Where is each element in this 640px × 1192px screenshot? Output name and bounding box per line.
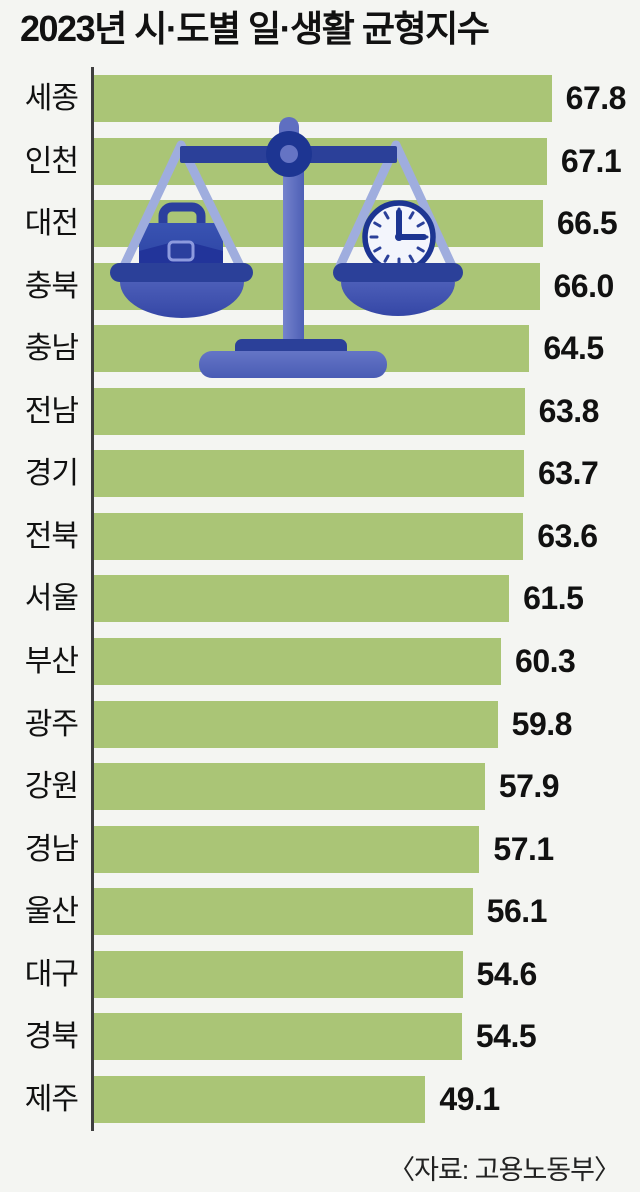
value-label: 54.6 (476, 955, 538, 992)
bar (94, 450, 524, 498)
value-label: 66.5 (556, 205, 618, 242)
chart-row: 충남 64.5 (0, 325, 640, 373)
bar (94, 763, 485, 811)
category-axis-line (91, 67, 94, 1131)
category-label: 강원 (24, 770, 79, 804)
value-label: 67.8 (565, 80, 627, 116)
category-label: 대전 (24, 207, 79, 241)
value-label: 49.1 (439, 1080, 500, 1117)
chart-title: 2023년 시·도별 일·생활 균형지수 (20, 8, 490, 49)
scale-pillar (283, 160, 304, 350)
chart-row: 전북 63.6 (0, 512, 640, 560)
category-label: 대구 (24, 957, 79, 991)
value-label: 63.6 (537, 517, 598, 554)
category-label: 충북 (24, 269, 79, 303)
bar (94, 75, 552, 122)
chart-row: 제주 49.1 (0, 1075, 640, 1123)
chart-row: 강원 57.9 (0, 763, 640, 811)
category-label: 세종 (24, 82, 79, 115)
category-label: 충남 (24, 332, 79, 366)
chart-row: 울산 56.1 (0, 888, 640, 936)
bar (94, 325, 530, 373)
chart-row: 경기 63.7 (0, 450, 640, 498)
bar (94, 825, 480, 873)
value-label: 67.1 (560, 142, 622, 179)
category-label: 울산 (24, 895, 79, 929)
chart-row: 대구 54.6 (0, 950, 640, 998)
chart-row: 광주 59.8 (0, 700, 640, 748)
value-label: 64.5 (543, 330, 604, 367)
value-label: 54.5 (475, 1018, 537, 1055)
bar (94, 200, 543, 248)
bar (94, 888, 473, 936)
source-credit: 〈자료: 고용노동부〉 (388, 1155, 621, 1185)
bar (94, 638, 502, 686)
chart-row: 서울 61.5 (0, 575, 640, 623)
category-label: 경남 (24, 832, 79, 866)
bar (94, 387, 525, 435)
value-label: 61.5 (523, 580, 584, 617)
value-label: 56.1 (486, 893, 548, 930)
category-label: 서울 (24, 582, 79, 616)
value-label: 57.1 (493, 830, 554, 867)
category-label: 인천 (24, 144, 79, 178)
chart-row: 세종 67.8 (0, 75, 640, 122)
category-label: 부산 (24, 645, 79, 679)
chart-row: 대전 66.5 (0, 200, 640, 248)
bar (94, 1013, 462, 1061)
bar (94, 700, 498, 748)
value-label: 66.0 (553, 267, 615, 304)
chart-row: 인천 67.1 (0, 137, 640, 185)
chart-row: 충북 66.0 (0, 262, 640, 310)
value-label: 57.9 (498, 768, 560, 805)
bar (94, 950, 463, 998)
value-label: 63.7 (537, 455, 599, 492)
category-label: 경북 (24, 1020, 79, 1054)
chart-row: 경북 54.5 (0, 1013, 640, 1061)
category-label: 광주 (24, 707, 79, 741)
chart-row: 부산 60.3 (0, 638, 640, 686)
chart-row: 경남 57.1 (0, 825, 640, 873)
chart-row: 전남 63.8 (0, 387, 640, 435)
bar (94, 262, 540, 310)
value-label: 60.3 (515, 643, 576, 680)
category-label: 전북 (24, 519, 79, 553)
bar (94, 575, 510, 623)
value-label: 59.8 (511, 705, 573, 742)
bar (94, 1075, 426, 1123)
bar-chart: 세종 67.8 인천 67.1 대전 66.5 충북 66.0 충남 64.5 전남 63.8 경기 63… (0, 67, 640, 1131)
category-label: 전남 (24, 394, 79, 428)
category-label: 제주 (24, 1082, 79, 1116)
bar (94, 137, 547, 185)
bar (94, 512, 524, 560)
category-label: 경기 (24, 457, 79, 491)
value-label: 63.8 (538, 392, 600, 429)
